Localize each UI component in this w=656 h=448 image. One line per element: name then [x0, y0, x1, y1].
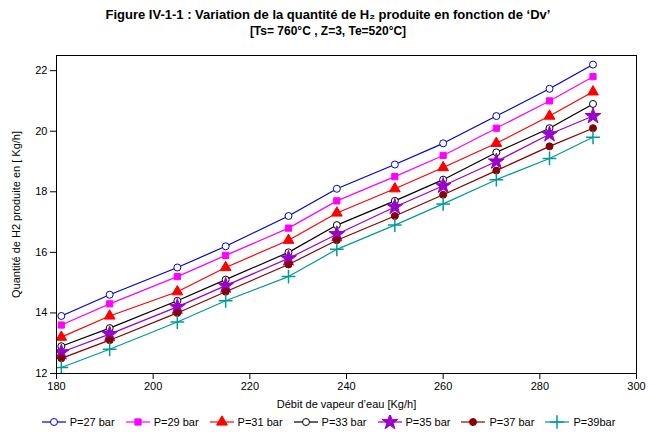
html-text:Figure IV-1-1 : Variation de l: Figure IV-1-1 : Variation de la quantité…: [105, 7, 551, 22]
svg-text:18: 18: [35, 185, 47, 197]
svg-text:300: 300: [627, 380, 645, 392]
svg-text:16: 16: [35, 246, 47, 258]
html-text:P=37 bar: P=37 bar: [489, 416, 535, 428]
svg-text:Débit de vapeur d’eau [Kg/h]: Débit de vapeur d’eau [Kg/h]: [277, 398, 416, 410]
svg-text:240: 240: [337, 380, 355, 392]
svg-text:280: 280: [531, 380, 549, 392]
svg-text:Quantité de H2 produite en [ K: Quantité de H2 produite en [ Kg/h]: [10, 131, 22, 298]
svg-text:12: 12: [35, 367, 47, 379]
html-text:P=31 bar: P=31 bar: [237, 416, 283, 428]
svg-text:20: 20: [35, 125, 47, 137]
svg-text:14: 14: [35, 306, 47, 318]
html-text:[Ts= 760°C , Z=3, Te=520°C]: [Ts= 760°C , Z=3, Te=520°C]: [249, 24, 407, 38]
svg-text:260: 260: [434, 380, 452, 392]
html-text:P=27 bar: P=27 bar: [69, 416, 115, 428]
svg-text:200: 200: [144, 380, 162, 392]
html-text:P=33 bar: P=33 bar: [321, 416, 367, 428]
svg-text:220: 220: [241, 380, 259, 392]
html-text:P=29 bar: P=29 bar: [153, 416, 199, 428]
svg-text:22: 22: [35, 64, 47, 76]
html-text:P=39bar: P=39bar: [573, 416, 616, 428]
html-text:P=35 bar: P=35 bar: [405, 416, 451, 428]
svg-text:180: 180: [47, 380, 65, 392]
